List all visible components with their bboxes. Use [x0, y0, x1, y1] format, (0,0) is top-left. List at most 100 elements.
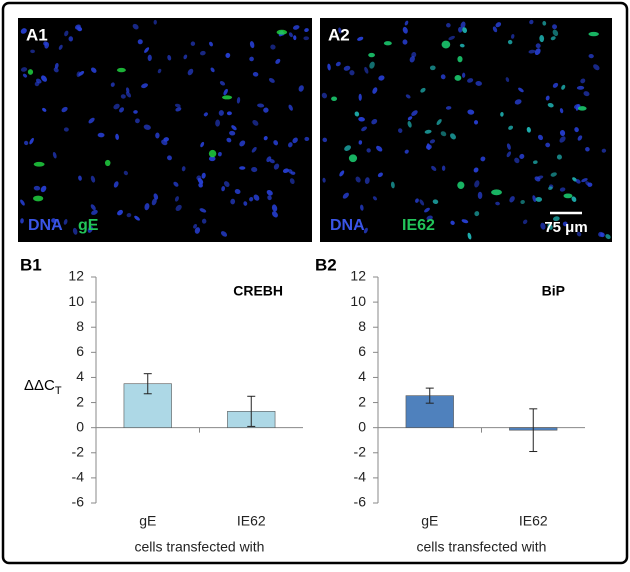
stained-cell	[454, 75, 462, 81]
cell-nucleus	[217, 151, 222, 157]
stained-cell	[33, 161, 45, 167]
cell-nucleus	[593, 64, 600, 71]
stained-cell	[221, 95, 233, 100]
panel-label: A2	[328, 25, 350, 44]
stained-cell	[457, 55, 463, 63]
cell-nucleus	[355, 176, 361, 183]
stained-cell	[457, 181, 465, 190]
micrograph	[18, 18, 312, 242]
cell-nucleus	[304, 28, 309, 33]
x-axis-label: cells transfected with	[417, 539, 547, 555]
cell-nucleus	[147, 54, 152, 62]
cell-nucleus	[63, 127, 69, 132]
cell-nucleus	[522, 219, 528, 225]
cell-nucleus	[293, 35, 297, 41]
cell-nucleus	[480, 156, 486, 162]
cell-nucleus	[448, 35, 455, 41]
cell-nucleus	[535, 196, 543, 202]
cell-nucleus	[271, 204, 278, 212]
cell-nucleus	[58, 44, 63, 50]
cell-nucleus	[263, 107, 269, 113]
cell-nucleus	[298, 85, 304, 92]
cell-nucleus	[358, 93, 362, 101]
cell-nucleus	[402, 26, 408, 34]
cell-nucleus	[561, 84, 566, 90]
cell-nucleus	[194, 227, 201, 234]
stained-cell	[104, 159, 111, 167]
y-tick-label: -6	[354, 494, 367, 510]
cell-nucleus	[425, 144, 432, 150]
y-tick-label: 2	[358, 393, 366, 409]
stained-cell	[27, 69, 34, 75]
y-tick-label: -4	[72, 469, 85, 485]
cell-nucleus	[390, 181, 395, 189]
cell-nucleus	[429, 139, 436, 144]
cell-nucleus	[445, 106, 452, 110]
cell-nucleus	[535, 43, 541, 49]
cell-nucleus	[173, 181, 179, 187]
cell-nucleus	[266, 189, 273, 196]
cell-nucleus	[545, 95, 550, 101]
cell-nucleus	[339, 170, 345, 177]
cell-nucleus	[559, 130, 566, 137]
cell-nucleus	[424, 129, 432, 134]
cell-nucleus	[163, 137, 169, 142]
cell-nucleus	[125, 91, 132, 98]
cell-nucleus	[467, 78, 474, 83]
cell-nucleus	[78, 175, 82, 181]
cell-nucleus	[432, 199, 439, 205]
cell-nucleus	[115, 133, 119, 140]
y-tick-label: 10	[350, 293, 366, 309]
cell-nucleus	[196, 175, 202, 181]
y-axis-label-sub: T	[55, 385, 62, 397]
cell-nucleus	[200, 141, 205, 148]
cell-nucleus	[133, 110, 138, 114]
cell-nucleus	[187, 68, 194, 76]
cell-nucleus	[288, 32, 293, 38]
cell-nucleus	[220, 231, 228, 237]
cell-nucleus	[402, 39, 408, 45]
cell-nucleus	[123, 170, 129, 176]
cell-nucleus	[547, 223, 553, 230]
cell-nucleus	[574, 127, 579, 133]
cell-nucleus	[458, 27, 463, 33]
cell-nucleus	[509, 196, 515, 203]
cell-nucleus	[143, 124, 151, 130]
y-tick-label: -6	[72, 494, 85, 510]
cell-nucleus	[539, 35, 545, 43]
cell-nucleus	[505, 77, 510, 83]
cell-nucleus	[450, 133, 456, 140]
cell-nucleus	[552, 82, 559, 88]
cell-nucleus	[22, 73, 28, 78]
cell-nucleus	[492, 26, 498, 33]
cell-nucleus	[363, 227, 368, 234]
cell-nucleus	[24, 140, 29, 146]
cell-nucleus	[477, 191, 483, 200]
cell-nucleus	[113, 103, 120, 110]
cell-nucleus	[51, 218, 56, 223]
cell-nucleus	[151, 198, 157, 206]
cell-nucleus	[292, 25, 300, 30]
cell-nucleus	[226, 111, 232, 116]
cell-nucleus	[252, 119, 259, 126]
scale-bar-label: 75 μm	[544, 219, 587, 236]
cell-nucleus	[552, 24, 558, 30]
y-tick-label: -4	[354, 469, 367, 485]
cell-nucleus	[64, 30, 69, 37]
cell-nucleus	[581, 178, 588, 183]
cell-nucleus	[514, 99, 522, 105]
cell-nucleus	[91, 67, 97, 73]
cell-nucleus	[506, 143, 511, 150]
cell-nucleus	[474, 180, 480, 188]
cell-nucleus	[519, 153, 525, 159]
y-tick-label: 12	[68, 268, 84, 284]
cell-nucleus	[507, 39, 513, 45]
cell-nucleus	[529, 19, 534, 25]
cell-nucleus	[288, 142, 293, 148]
cell-nucleus	[322, 177, 326, 183]
cell-nucleus	[91, 209, 98, 215]
cell-nucleus	[234, 188, 241, 195]
cell-nucleus	[588, 53, 594, 59]
cell-nucleus	[460, 21, 466, 29]
